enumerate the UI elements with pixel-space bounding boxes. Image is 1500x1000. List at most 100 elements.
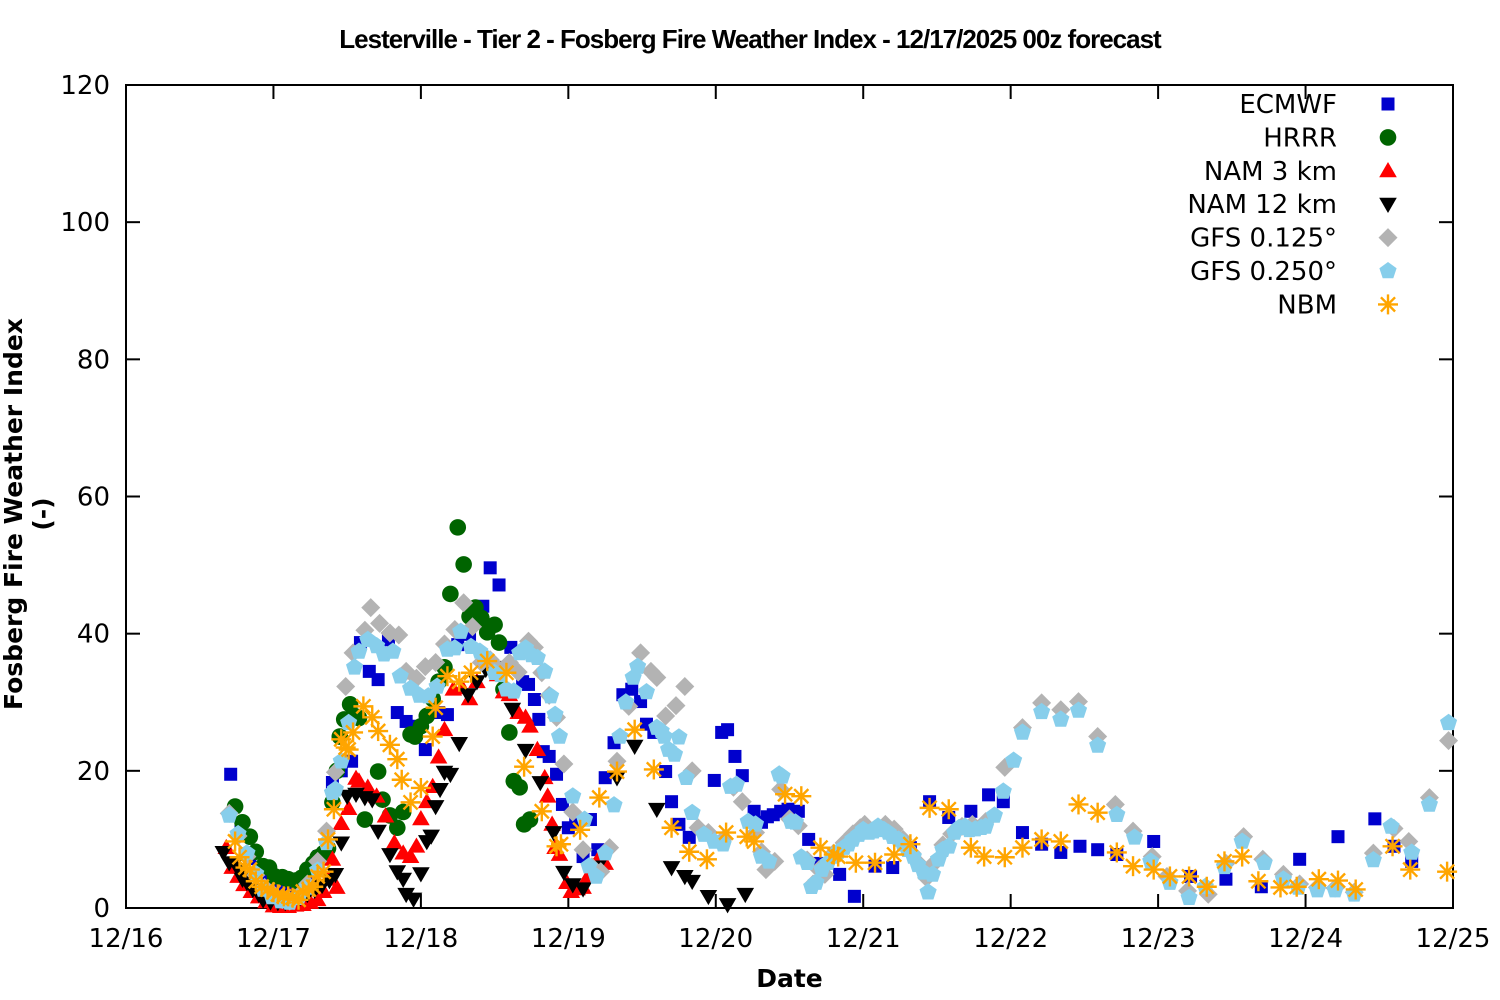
gfs-0-250-point (655, 727, 673, 744)
gfs-0-125-point (554, 754, 574, 774)
gfs-0-250-point (637, 683, 655, 700)
nbm-point (1248, 871, 1269, 892)
gfs-0-250-point (391, 667, 409, 684)
hrrr-point (490, 634, 508, 651)
gfs-0-250-point (1013, 723, 1031, 740)
gfs-0-250-point (1255, 853, 1273, 870)
nam-12-km-point (459, 688, 477, 704)
ecmwf-point (371, 673, 385, 687)
gfs-0-250-point (629, 657, 647, 674)
nbm-point (1159, 866, 1180, 887)
gfs-0-125-point (675, 676, 695, 696)
ecmwf-point (886, 861, 900, 875)
nam-12-km-point (503, 702, 522, 718)
legend-label-nam-12-km: NAM 12 km (1187, 190, 1337, 220)
ecmwf-point (1293, 852, 1307, 866)
ecmwf-point (964, 804, 978, 818)
nbm-point (1179, 866, 1200, 887)
gfs-0-250-point (229, 824, 247, 842)
gfs-0-250-point (332, 752, 350, 769)
nbm-point (1143, 859, 1164, 880)
ecmwf-point (847, 889, 861, 903)
gfs-0-250-point (1180, 888, 1198, 905)
nbm-point (661, 817, 682, 838)
gfs-0-250-point (683, 803, 701, 820)
nam-3-km-point (521, 717, 539, 733)
gfs-0-250-point (580, 857, 598, 874)
gfs-0-250-point (617, 693, 635, 710)
gfs-0-250-point (940, 837, 958, 854)
gfs-0-250-point (727, 775, 745, 792)
legend-label-gfs-0-250: GFS 0.250° (1190, 257, 1337, 287)
nbm-point (1012, 837, 1033, 858)
legend-label-nam-3-km: NAM 3 km (1204, 157, 1337, 187)
nbm-point (791, 786, 812, 807)
nam-12-km-point (736, 887, 755, 904)
gfs-0-250-point (326, 780, 344, 797)
gfs-0-250-point (747, 815, 765, 832)
ecmwf-point (1368, 812, 1382, 826)
gfs-0-250-point (384, 642, 402, 659)
legend-marker-gfs-0-250 (1379, 262, 1397, 279)
nbm-point (514, 756, 535, 777)
gfs-0-125-point (370, 613, 390, 633)
nbm-point (845, 852, 866, 873)
hrrr-point (394, 803, 412, 821)
nbm-point (1437, 861, 1458, 882)
nbm-point (696, 849, 717, 870)
nbm-point (828, 846, 849, 867)
nam-12-km-point (516, 743, 535, 760)
y-axis-label: Fosberg Fire Weather Index (-) (0, 318, 57, 710)
nbm-point (679, 841, 700, 862)
gfs-0-250-point (985, 806, 1003, 823)
gfs-0-250-point (452, 622, 470, 639)
nbm-point (225, 831, 246, 852)
nam-12-km-point (397, 887, 415, 904)
nbm-point (1031, 829, 1052, 850)
gfs-0-250-point (446, 639, 464, 656)
gfs-0-250-point (605, 796, 623, 813)
y-tick-label: 60 (77, 483, 110, 513)
x-axis-label: Date (756, 964, 823, 993)
legend-marker-gfs-0-125 (1378, 228, 1398, 248)
nam-12-km-point (662, 861, 681, 877)
gfs-0-250-point (677, 768, 695, 785)
ecmwf-point (802, 832, 816, 846)
y-tick-label: 20 (77, 757, 110, 787)
nbm-point (387, 749, 408, 770)
gfs-0-250-point (786, 813, 804, 830)
ecmwf-point (1147, 834, 1161, 848)
x-tick-label: 12/24 (1268, 924, 1343, 954)
nbm-point (744, 831, 765, 852)
nam-12-km-point (426, 800, 445, 816)
nam-3-km-point (429, 748, 448, 764)
gfs-0-250-point (1089, 736, 1107, 753)
nam-12-km-point (381, 848, 399, 864)
nbm-point (550, 834, 571, 855)
gfs-0-125-point (656, 706, 676, 726)
ecmwf-point (1073, 839, 1087, 853)
y-tick-label: 100 (60, 208, 110, 238)
gfs-0-250-point (1069, 701, 1088, 718)
ecmwf-point (1331, 830, 1345, 844)
nam-3-km-point (538, 787, 557, 803)
nam-12-km-point (363, 793, 382, 809)
hrrr-point (388, 819, 406, 837)
ecmwf-point (542, 749, 556, 763)
nam-12-km-point (468, 675, 486, 691)
nbm-point (1382, 836, 1403, 857)
ecmwf-point (418, 743, 432, 757)
nbm-point (1196, 876, 1217, 897)
nbm-point (313, 861, 334, 882)
gfs-0-250-point (1420, 795, 1438, 812)
nam-12-km-point (699, 889, 718, 906)
gfs-0-125-point (336, 676, 356, 696)
ecmwf-point (707, 773, 721, 787)
nam-12-km-point (422, 829, 441, 845)
nbm-point (570, 819, 591, 840)
nam-12-km-point (563, 878, 582, 894)
nam-3-km-point (376, 807, 395, 823)
x-tick-label: 12/20 (678, 924, 753, 954)
nbm-point (317, 829, 338, 850)
